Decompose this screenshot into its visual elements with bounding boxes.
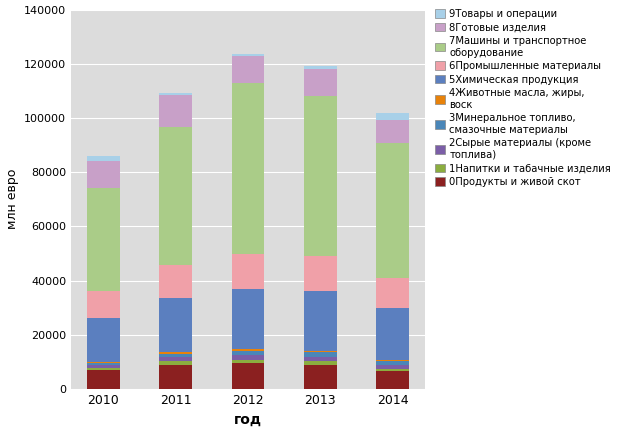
Bar	[87, 291, 120, 318]
Bar	[376, 368, 409, 372]
Bar	[232, 83, 264, 254]
Bar	[376, 113, 409, 120]
Bar	[87, 365, 120, 368]
Bar	[304, 69, 337, 96]
Bar	[232, 349, 264, 350]
Bar	[376, 279, 409, 308]
Bar	[159, 265, 192, 298]
Bar	[159, 354, 192, 356]
Bar	[232, 350, 264, 355]
Bar	[87, 362, 120, 363]
Bar	[159, 127, 192, 265]
Bar	[304, 350, 337, 353]
Bar	[232, 54, 264, 56]
Bar	[304, 356, 337, 362]
Bar	[376, 143, 409, 279]
Bar	[87, 161, 120, 188]
Bar	[87, 368, 120, 370]
Bar	[232, 254, 264, 289]
Bar	[87, 156, 120, 161]
Bar	[376, 360, 409, 362]
Bar	[376, 362, 409, 365]
Bar	[87, 318, 120, 362]
Y-axis label: млн евро: млн евро	[6, 169, 19, 229]
Bar	[304, 365, 337, 389]
Bar	[159, 93, 192, 95]
Bar	[87, 188, 120, 291]
Bar	[304, 66, 337, 69]
Bar	[304, 353, 337, 356]
Bar	[159, 298, 192, 352]
Bar	[232, 56, 264, 83]
Bar	[376, 120, 409, 143]
Bar	[376, 372, 409, 389]
Bar	[232, 289, 264, 349]
Bar	[159, 95, 192, 127]
Bar	[232, 355, 264, 360]
Bar	[159, 352, 192, 354]
Legend: 9Товары и операции, 8Готовые изделия, 7Машины и транспортное
оборудование, 6Пром: 9Товары и операции, 8Готовые изделия, 7М…	[433, 7, 613, 189]
Bar	[87, 370, 120, 389]
Bar	[159, 365, 192, 389]
X-axis label: год: год	[234, 413, 262, 426]
Bar	[376, 308, 409, 360]
Bar	[304, 96, 337, 256]
Bar	[232, 363, 264, 389]
Bar	[232, 360, 264, 363]
Bar	[304, 291, 337, 350]
Bar	[159, 362, 192, 365]
Bar	[87, 363, 120, 365]
Bar	[304, 362, 337, 365]
Bar	[159, 356, 192, 362]
Bar	[304, 256, 337, 291]
Bar	[376, 365, 409, 368]
